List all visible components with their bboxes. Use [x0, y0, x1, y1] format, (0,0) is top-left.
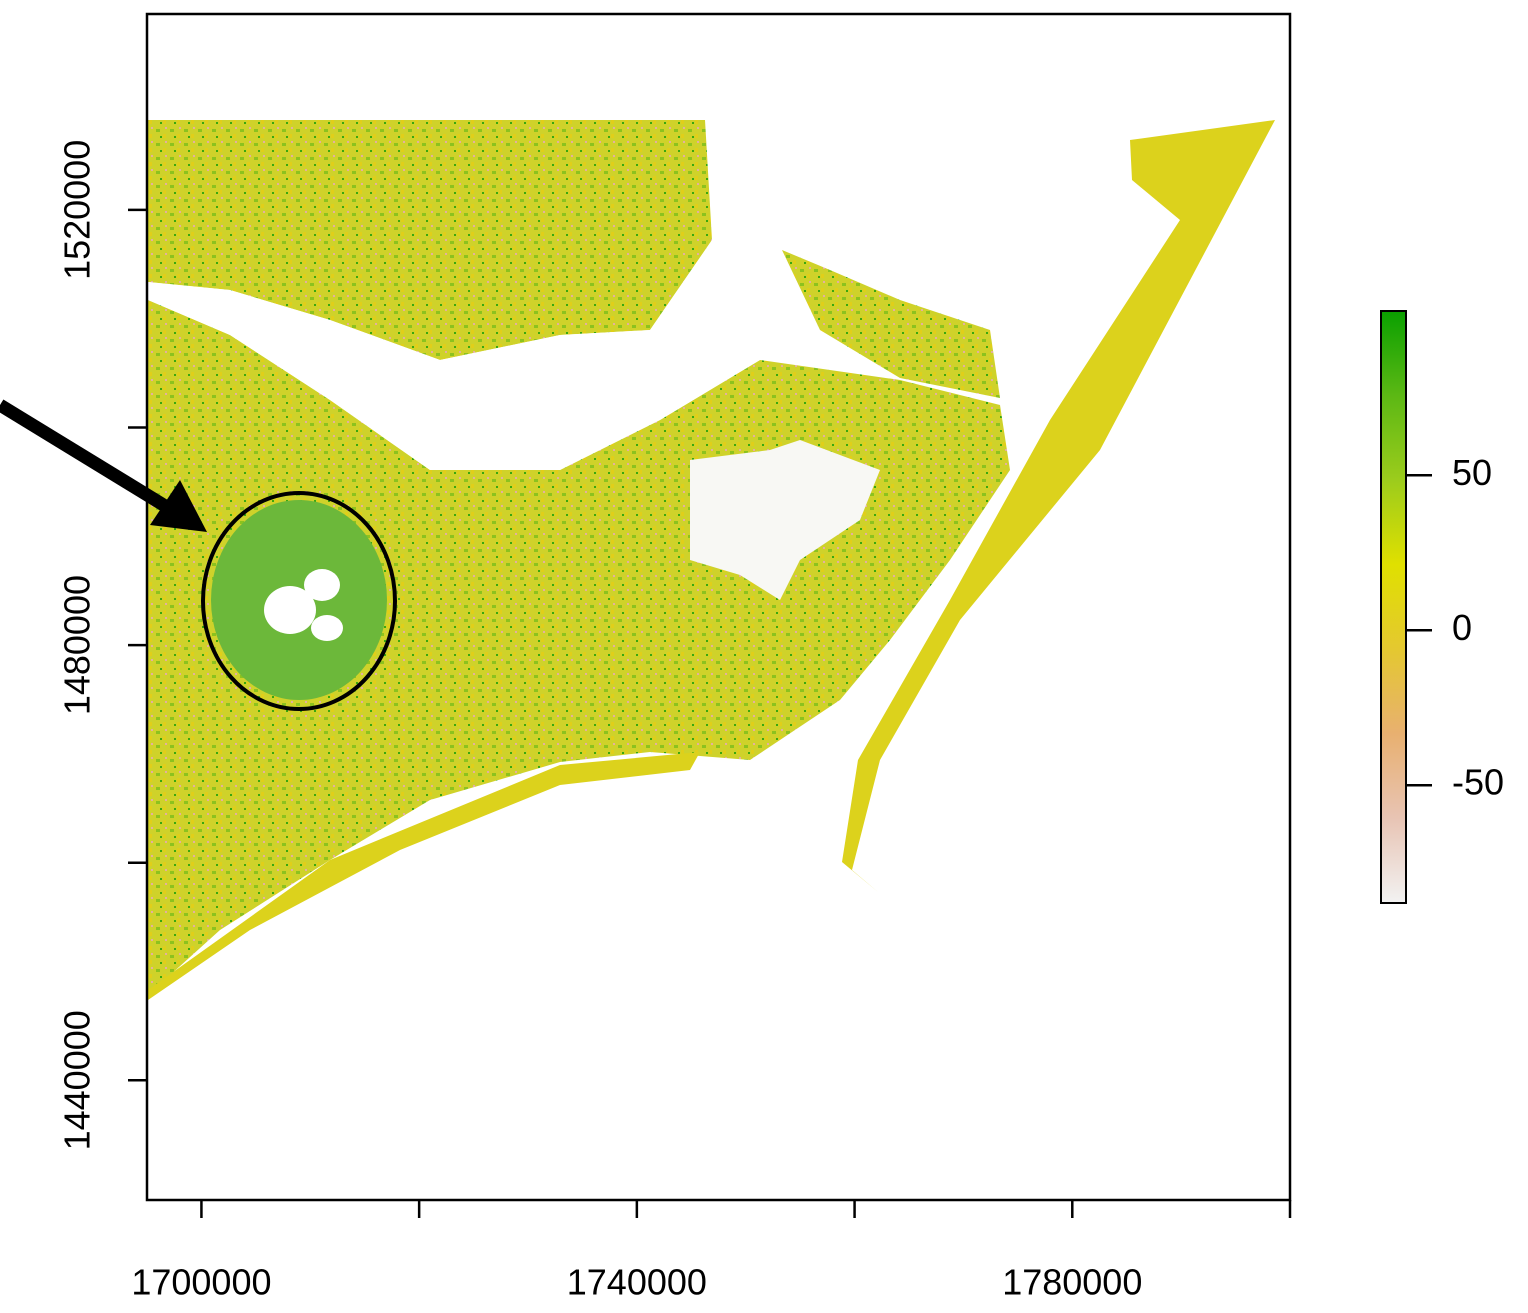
- x-tick-label: 1740000: [567, 1262, 707, 1303]
- colorbar: [1381, 311, 1406, 903]
- x-tick-label: 1780000: [1002, 1262, 1142, 1303]
- colorbar-tick-label: 0: [1452, 607, 1472, 648]
- colorbar-tick-label: -50: [1452, 762, 1504, 803]
- chart: 1700000 1740000 1780000 1440000 1480000 15200…: [0, 0, 1528, 1313]
- colorbar-tick-label: 50: [1452, 452, 1492, 493]
- y-tick-label: 1440000: [57, 1010, 98, 1150]
- y-tick-label: 1480000: [57, 575, 98, 715]
- land: [148, 120, 1275, 1000]
- page: 1700000 1740000 1780000 1440000 1480000 15200…: [0, 0, 1528, 1313]
- x-tick-label: 1700000: [131, 1262, 271, 1303]
- y-tick-label: 1520000: [57, 140, 98, 280]
